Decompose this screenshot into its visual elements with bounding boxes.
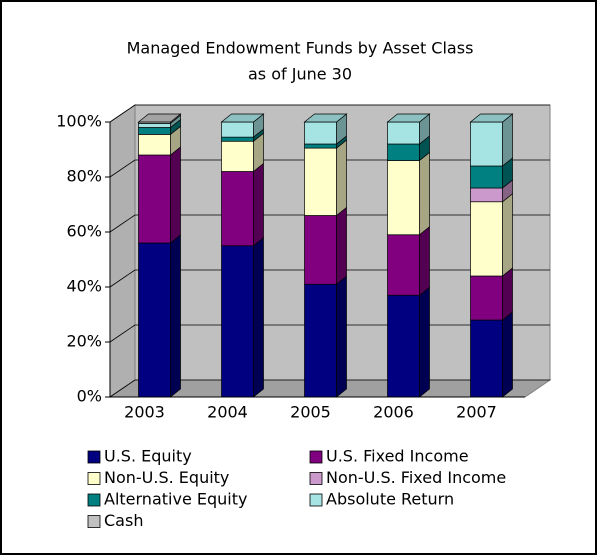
bar-side: [419, 226, 430, 296]
bar: [221, 245, 254, 398]
grid-line-side: [109, 214, 136, 233]
bar: [387, 121, 420, 145]
bar: [304, 143, 337, 149]
bar-side: [502, 311, 513, 398]
y-tick-label: 0%: [77, 387, 102, 406]
bar: [138, 127, 171, 135]
bar: [470, 201, 503, 277]
grid-line-side: [109, 104, 136, 123]
legend-label: Absolute Return: [326, 490, 454, 509]
chart-subtitle: as of June 30: [248, 65, 352, 84]
bar: [221, 140, 254, 172]
y-tick-label: 40%: [66, 277, 102, 296]
bar: [221, 121, 254, 138]
bar: [304, 283, 337, 398]
bar-side: [170, 146, 181, 244]
bar-top: [220, 113, 265, 123]
legend-swatch: [309, 472, 323, 485]
bar-side: [502, 193, 513, 277]
legend-label: U.S. Fixed Income: [326, 447, 469, 466]
legend-swatch: [309, 450, 323, 464]
y-tick-label: 100%: [56, 112, 102, 131]
chart-title: Managed Endowment Funds by Asset Class: [127, 39, 474, 58]
legend-swatch: [87, 493, 101, 507]
bar: [138, 154, 171, 244]
legend-label: Non-U.S. Fixed Income: [326, 468, 506, 487]
grid-line-side: [109, 269, 136, 288]
bar: [470, 319, 503, 398]
y-tick-label: 20%: [66, 332, 102, 351]
bar-top: [137, 113, 182, 123]
bar: [138, 134, 171, 156]
grid-line-side: [109, 379, 136, 398]
bar: [221, 136, 254, 142]
legend-label: U.S. Equity: [104, 447, 192, 466]
bar: [138, 242, 171, 398]
bar: [470, 165, 503, 189]
bar: [221, 171, 254, 247]
bar-side: [419, 286, 430, 398]
bar: [304, 215, 337, 285]
legend-swatch: [309, 493, 323, 507]
grid-line-side: [109, 324, 136, 343]
grid-line-side: [109, 159, 136, 178]
bar-side: [253, 162, 264, 247]
bar-side: [170, 234, 181, 398]
bar: [387, 160, 420, 236]
x-tick-label: 2005: [290, 403, 331, 422]
bar-side: [502, 113, 513, 167]
bar-side: [336, 275, 347, 398]
bar-side: [336, 139, 347, 217]
bar-top: [386, 113, 431, 123]
legend-swatch: [87, 450, 101, 464]
bar: [138, 123, 171, 128]
legend-swatch: [87, 515, 101, 528]
bar-side: [253, 237, 264, 398]
bar: [470, 275, 503, 321]
x-tick-label: 2006: [373, 403, 414, 422]
bar: [387, 143, 420, 161]
bar: [304, 147, 337, 216]
bar-top: [303, 113, 348, 123]
legend-label: Cash: [104, 511, 143, 530]
bar: [387, 234, 420, 296]
bar-side: [502, 267, 513, 321]
legend-label: Alternative Equity: [104, 490, 247, 509]
legend-swatch: [87, 472, 101, 485]
side-wall: [109, 104, 136, 398]
bar: [470, 121, 503, 167]
x-tick-label: 2007: [456, 403, 497, 422]
y-tick-label: 60%: [66, 222, 102, 241]
legend-label: Non-U.S. Equity: [104, 468, 229, 487]
x-tick-label: 2003: [124, 403, 165, 422]
bar-side: [336, 206, 347, 285]
y-tick-label: 80%: [66, 167, 102, 186]
x-tick-label: 2004: [207, 403, 248, 422]
bar: [470, 187, 503, 203]
bar-top: [469, 113, 514, 123]
bar: [304, 121, 337, 145]
bar-side: [419, 151, 430, 236]
bar: [387, 294, 420, 398]
